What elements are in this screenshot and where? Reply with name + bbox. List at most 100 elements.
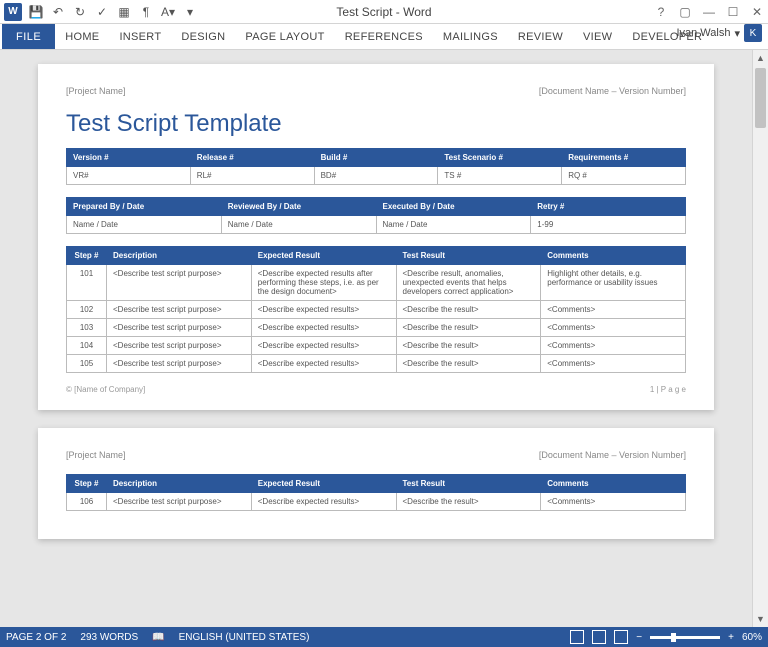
td: <Comments>	[541, 493, 686, 511]
window-title: Test Script - Word	[336, 5, 431, 19]
td: 101	[67, 265, 107, 301]
ribbon-toggle-icon[interactable]: ▢	[678, 5, 692, 19]
td: <Comments>	[541, 355, 686, 373]
th: Retry #	[531, 198, 686, 216]
td: 104	[67, 337, 107, 355]
td: <Describe test script purpose>	[107, 493, 252, 511]
td: Highlight other details, e.g. performanc…	[541, 265, 686, 301]
th: Test Scenario #	[438, 149, 562, 167]
help-icon[interactable]: ?	[654, 5, 668, 19]
spellcheck-status-icon[interactable]: 📖	[152, 632, 164, 643]
document-area[interactable]: [Project Name] [Document Name – Version …	[0, 50, 752, 627]
td: 105	[67, 355, 107, 373]
th: Release #	[190, 149, 314, 167]
th: Reviewed By / Date	[221, 198, 376, 216]
user-name: Ivan Walsh	[676, 27, 730, 39]
version-table: Version # Release # Build # Test Scenari…	[66, 148, 686, 185]
td: 102	[67, 301, 107, 319]
spellcheck-icon[interactable]: ✓	[94, 4, 110, 20]
tab-review[interactable]: REVIEW	[508, 24, 573, 49]
read-mode-icon[interactable]	[570, 630, 584, 644]
td: RQ #	[562, 167, 686, 185]
td: <Describe the result>	[396, 319, 541, 337]
close-icon[interactable]: ✕	[750, 5, 764, 19]
zoom-level[interactable]: 60%	[742, 632, 762, 643]
page-header: [Project Name] [Document Name – Version …	[66, 450, 686, 460]
redo-icon[interactable]: ↻	[72, 4, 88, 20]
td: <Describe the result>	[396, 337, 541, 355]
zoom-slider[interactable]	[650, 636, 720, 639]
footer-right: 1 | P a g e	[650, 385, 686, 394]
minimize-icon[interactable]: —	[702, 5, 716, 19]
td: Name / Date	[221, 216, 376, 234]
steps-table-2: Step # Description Expected Result Test …	[66, 474, 686, 511]
scroll-down-icon[interactable]: ▼	[753, 611, 768, 627]
td: <Describe test script purpose>	[107, 355, 252, 373]
save-icon[interactable]: 💾	[28, 4, 44, 20]
ribbon-tabs: FILE HOME INSERT DESIGN PAGE LAYOUT REFE…	[0, 24, 768, 50]
page-header: [Project Name] [Document Name – Version …	[66, 86, 686, 96]
scroll-thumb[interactable]	[755, 68, 766, 128]
th: Step #	[67, 475, 107, 493]
print-layout-icon[interactable]	[592, 630, 606, 644]
page-indicator[interactable]: PAGE 2 OF 2	[6, 632, 66, 643]
word-app-icon: W	[4, 3, 22, 21]
tab-design[interactable]: DESIGN	[171, 24, 235, 49]
td: <Describe test script purpose>	[107, 319, 252, 337]
td: <Describe expected results>	[251, 301, 396, 319]
page-footer: © [Name of Company] 1 | P a g e	[66, 385, 686, 394]
td: 1-99	[531, 216, 686, 234]
th: Expected Result	[251, 475, 396, 493]
qat-dropdown-icon[interactable]: ▾	[182, 4, 198, 20]
vertical-scrollbar[interactable]: ▲ ▼	[752, 50, 768, 627]
td: <Describe expected results after perform…	[251, 265, 396, 301]
td: <Comments>	[541, 301, 686, 319]
tab-mailings[interactable]: MAILINGS	[433, 24, 508, 49]
tab-insert[interactable]: INSERT	[109, 24, 171, 49]
td: <Describe expected results>	[251, 319, 396, 337]
th: Requirements #	[562, 149, 686, 167]
zoom-out-icon[interactable]: −	[636, 632, 642, 643]
td: <Comments>	[541, 319, 686, 337]
scroll-up-icon[interactable]: ▲	[753, 50, 768, 66]
th: Build #	[314, 149, 438, 167]
zoom-thumb[interactable]	[671, 633, 676, 642]
tab-page-layout[interactable]: PAGE LAYOUT	[235, 24, 334, 49]
th: Test Result	[396, 475, 541, 493]
steps-table: Step # Description Expected Result Test …	[66, 246, 686, 373]
header-right: [Document Name – Version Number]	[539, 86, 686, 96]
quick-access-toolbar: W 💾 ↶ ↻ ✓ ▦ ¶ A▾ ▾	[0, 3, 198, 21]
paragraph-icon[interactable]: ¶	[138, 4, 154, 20]
page-2: [Project Name] [Document Name – Version …	[38, 428, 714, 539]
language-indicator[interactable]: ENGLISH (UNITED STATES)	[179, 632, 310, 643]
th: Test Result	[396, 247, 541, 265]
tab-home[interactable]: HOME	[55, 24, 109, 49]
status-bar: PAGE 2 OF 2 293 WORDS 📖 ENGLISH (UNITED …	[0, 627, 768, 647]
maximize-icon[interactable]: ☐	[726, 5, 740, 19]
td: <Describe test script purpose>	[107, 301, 252, 319]
signoff-table: Prepared By / Date Reviewed By / Date Ex…	[66, 197, 686, 234]
th: Comments	[541, 247, 686, 265]
header-left: [Project Name]	[66, 86, 126, 96]
tab-references[interactable]: REFERENCES	[335, 24, 433, 49]
td: <Describe expected results>	[251, 355, 396, 373]
font-icon[interactable]: A▾	[160, 4, 176, 20]
td: RL#	[190, 167, 314, 185]
zoom-in-icon[interactable]: +	[728, 632, 734, 643]
th: Comments	[541, 475, 686, 493]
user-account[interactable]: Ivan Walsh ▾ K	[676, 24, 762, 42]
status-right: − + 60%	[570, 630, 762, 644]
th: Description	[107, 247, 252, 265]
td: <Describe the result>	[396, 355, 541, 373]
tab-file[interactable]: FILE	[2, 24, 55, 49]
window-controls: ? ▢ — ☐ ✕	[654, 5, 764, 19]
td: TS #	[438, 167, 562, 185]
th: Version #	[67, 149, 191, 167]
table-icon[interactable]: ▦	[116, 4, 132, 20]
web-layout-icon[interactable]	[614, 630, 628, 644]
word-count[interactable]: 293 WORDS	[80, 632, 138, 643]
tab-view[interactable]: VIEW	[573, 24, 622, 49]
undo-icon[interactable]: ↶	[50, 4, 66, 20]
page-1: [Project Name] [Document Name – Version …	[38, 64, 714, 410]
td: 103	[67, 319, 107, 337]
